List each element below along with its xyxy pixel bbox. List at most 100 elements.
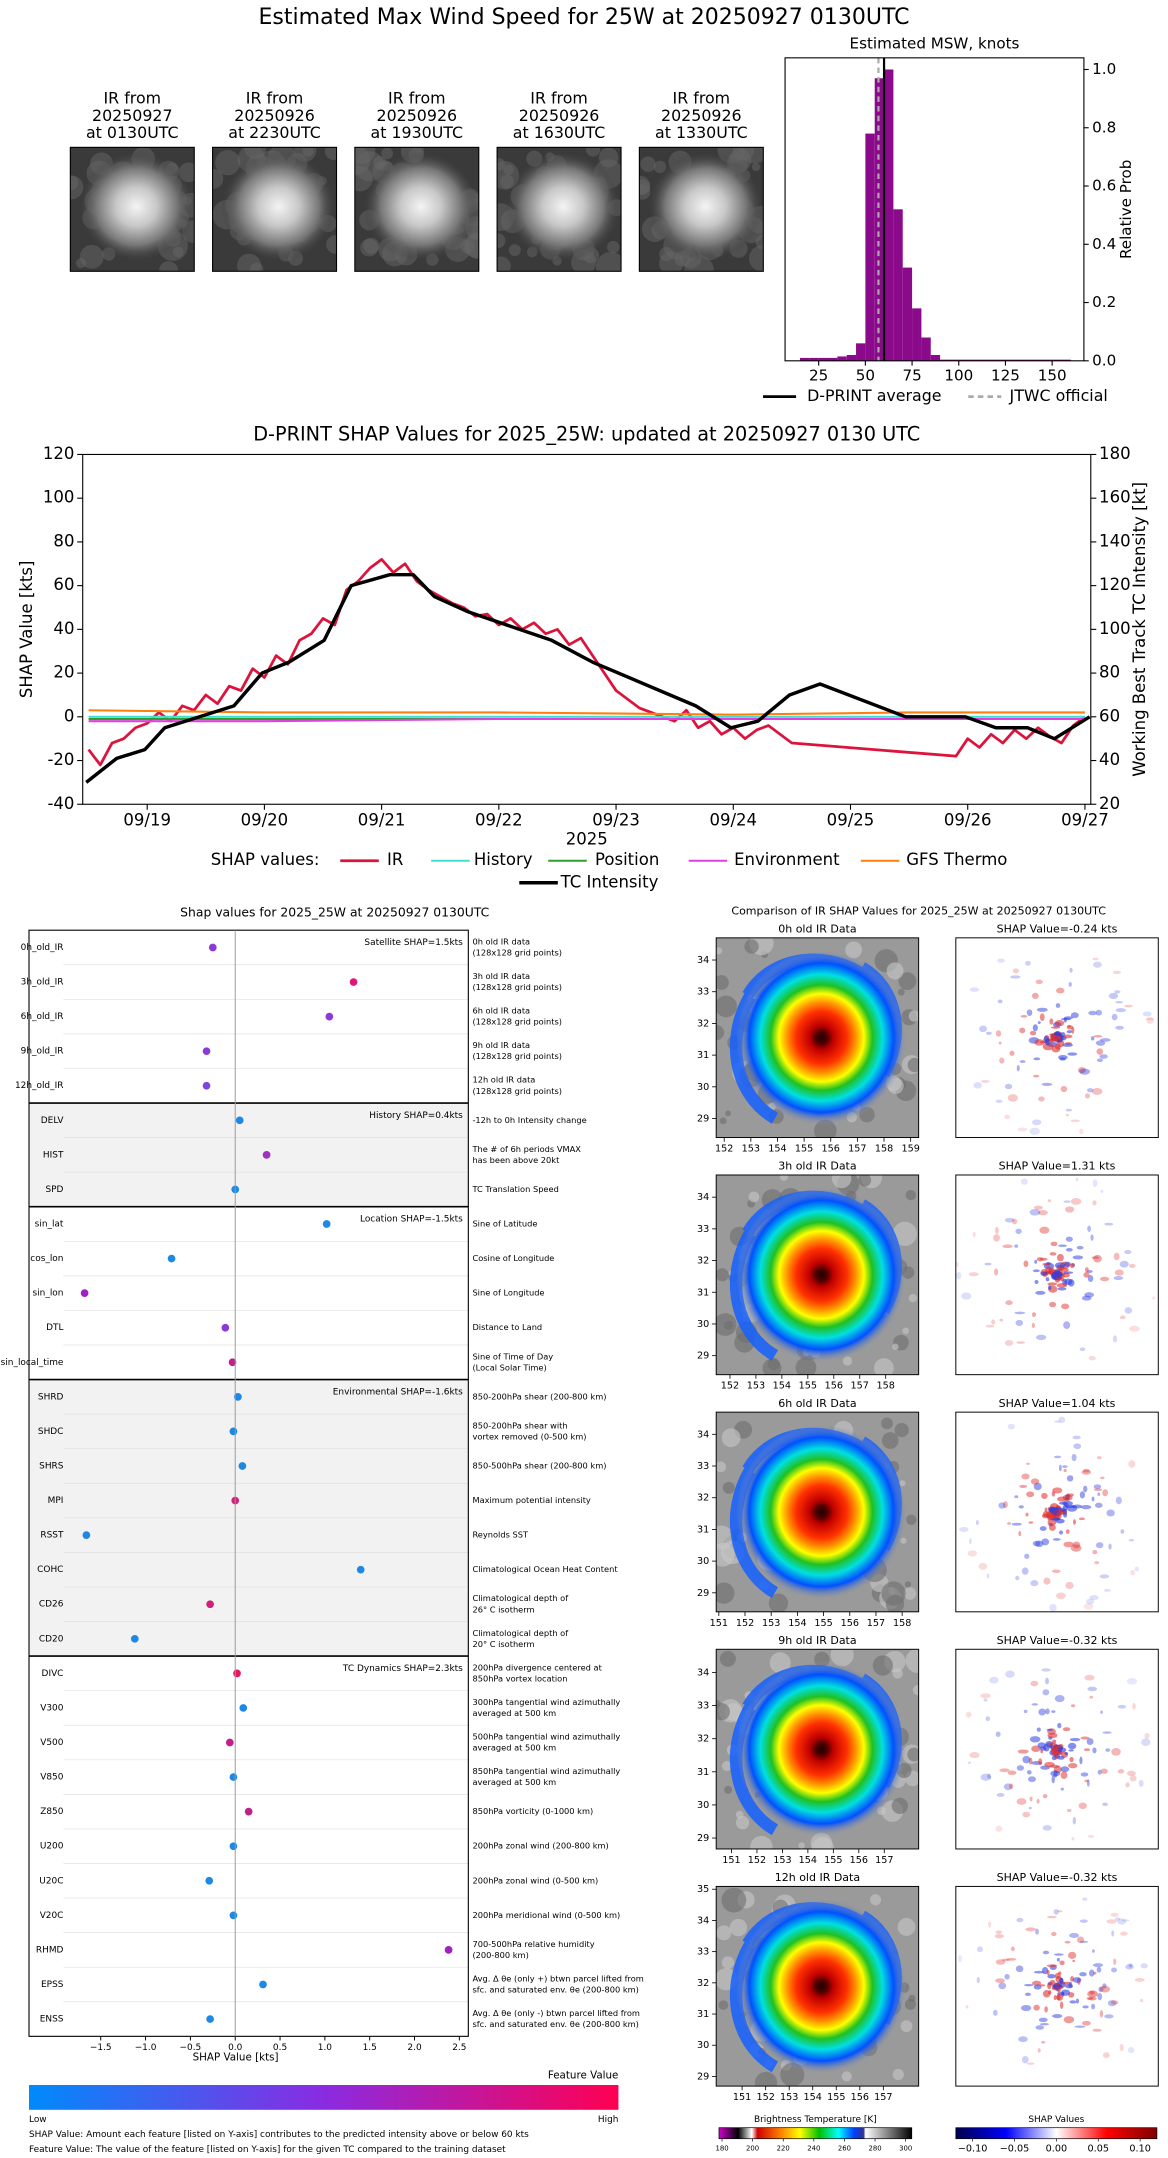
shap-speckle [1088,1355,1096,1361]
shap-speckle [1065,1248,1073,1252]
shap-speckle [1087,1686,1098,1692]
shap-speckle [1093,1971,1097,1975]
y-tick-label: 0.0 [1092,351,1116,369]
y-tick-label: 40 [53,619,74,638]
shap-speckle [985,1716,991,1722]
axes-frame [82,453,1092,805]
shap-speckle [1053,1909,1059,1915]
shap-speckle [1099,1985,1111,1993]
shap-speckle [1042,1950,1050,1955]
thumbnail-storm [505,151,622,262]
shap-speckle [1019,1060,1026,1063]
shap-speckle [997,999,1003,1004]
shap-speckle [999,1057,1005,1064]
shap-speckle [1086,1779,1090,1787]
feature-name: V20C [40,1911,64,1921]
shap-speckle [1021,1473,1030,1480]
shap-speckle [1030,1478,1040,1485]
ir-storm [736,1186,907,1363]
shap-speckle [1069,967,1073,973]
shap-speckle [1091,1949,1095,1953]
colorbar-tick-label: 0.00 [1046,2143,1067,2154]
shap-dot [202,1047,211,1056]
shap-speckle [1112,970,1121,975]
shap-speckle [1089,1695,1094,1699]
feature-description: (128x128 grid points) [472,947,562,957]
shap-speckle [1015,1965,1024,1973]
shap-dot [229,1773,238,1781]
cloud-texture [767,1357,780,1371]
colorbar-tick-label: 240 [807,2144,820,2152]
legend-label: TC Intensity [560,872,659,891]
shap-dot [229,1427,238,1436]
shap-speckle [1095,1040,1106,1046]
y-tick-label: 29 [697,2071,709,2082]
shap-speckle [1052,1538,1061,1541]
y-tick-label: 33 [697,1461,709,1472]
shap-speckle [995,1030,1002,1037]
y2-tick-label: 120 [1099,575,1131,594]
shap-dot [80,1289,89,1298]
ir-storm [736,1898,907,2075]
x-tick-label: 153 [780,2092,798,2103]
shap-speckle [1015,1319,1024,1327]
x-tick-label: 09/19 [123,810,171,829]
cloud-texture [640,156,656,172]
thumbnail-label: IR from [104,89,162,108]
shap-speckle [1063,1200,1071,1203]
x-tick-label: 155 [827,2092,845,2103]
thumbnail-frame [69,146,195,272]
y2-tick-label: 140 [1099,531,1131,550]
shap-speckle [1056,1253,1064,1262]
shap-speckle [1014,1495,1019,1499]
y-tick-label: -40 [47,794,74,813]
shap-speckle [1087,1274,1094,1282]
x-tick-label: 157 [851,1381,869,1392]
cloud-texture [70,175,84,200]
cloud-texture [798,1842,805,1849]
cloud-texture [897,1917,916,1936]
shap-speckle [1089,1990,1095,1995]
axes-frame [955,1885,1159,2087]
shap-speckle [1042,1689,1050,1696]
y-tick-label: 34 [697,955,709,966]
shap-speckle [967,1761,972,1764]
cloud-texture [751,162,761,172]
shap-speckle [1022,1811,1031,1818]
feature-description: 12h old IR data [472,1075,535,1085]
shap-speckle [1072,1977,1082,1983]
shap-speckle [1057,1722,1062,1729]
axes-frame [715,1174,920,1376]
shap-speckle [1065,1108,1072,1112]
thumbnail-label: at 1930UTC [371,123,464,142]
shap-speckle [1054,1020,1065,1027]
y-tick-label: 33 [697,1701,709,1712]
shap-speckle [1023,1260,1029,1268]
shap-speckle [1100,1189,1104,1193]
cloud-texture [497,233,506,249]
shap-speckle [1065,1581,1074,1590]
x-tick-label: 75 [902,366,921,384]
shap-speckle [1128,1460,1136,1468]
shap-speckle [1021,2055,1029,2064]
shap-speckle [1039,1526,1047,1531]
shap-speckle [1087,1834,1095,1838]
feature-name: RHMD [36,1945,64,1955]
shap-speckle [1065,1236,1073,1242]
shap-speckle [1097,1769,1102,1775]
y-tick-label: 20 [53,663,74,682]
x-tick-label: 151 [722,1855,740,1866]
shap-speckle [1060,1267,1069,1273]
x-tick-label: 100 [944,366,973,384]
shap-speckle [1008,1783,1014,1790]
feature-name: 3h_old_IR [21,978,64,988]
cloud-texture [721,1956,735,1969]
shap-speckle [1047,1973,1056,1979]
x-tick-label: 25 [809,366,828,384]
shap-speckle [1102,1983,1107,1989]
feature-description: 200hPa divergence centered at [472,1662,602,1672]
cloud-texture [639,175,651,196]
x-tick-label: 2.5 [452,2043,466,2053]
thumbnail-label: 20250926 [234,106,315,125]
shap-speckle [1059,2001,1064,2009]
